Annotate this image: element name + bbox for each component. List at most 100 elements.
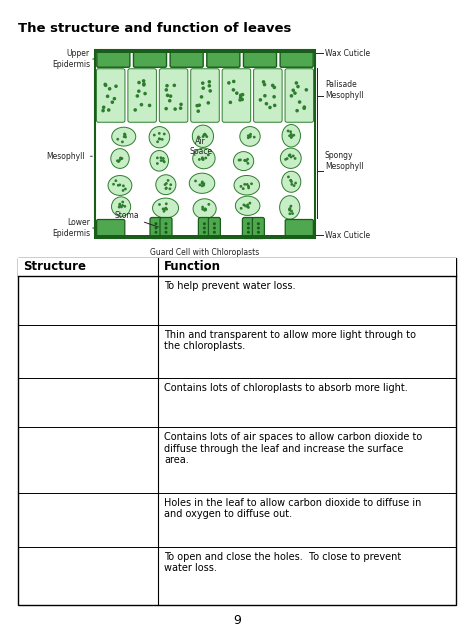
- Circle shape: [232, 88, 235, 92]
- FancyBboxPatch shape: [280, 51, 313, 67]
- Circle shape: [294, 181, 297, 185]
- Ellipse shape: [112, 127, 136, 146]
- Circle shape: [201, 157, 204, 159]
- Circle shape: [103, 83, 107, 86]
- Circle shape: [253, 136, 255, 138]
- Circle shape: [290, 180, 293, 183]
- Circle shape: [240, 98, 244, 101]
- Circle shape: [160, 159, 163, 162]
- Circle shape: [164, 226, 167, 229]
- FancyBboxPatch shape: [254, 69, 282, 122]
- Circle shape: [240, 207, 243, 210]
- Circle shape: [201, 87, 205, 90]
- Circle shape: [271, 83, 274, 87]
- Circle shape: [245, 159, 248, 162]
- Circle shape: [264, 102, 268, 106]
- Ellipse shape: [240, 126, 260, 146]
- Circle shape: [268, 106, 272, 109]
- Ellipse shape: [282, 171, 301, 192]
- Circle shape: [198, 104, 201, 107]
- Circle shape: [163, 161, 165, 163]
- FancyBboxPatch shape: [207, 51, 240, 67]
- Circle shape: [257, 231, 260, 234]
- Circle shape: [118, 204, 121, 207]
- Circle shape: [124, 135, 126, 137]
- Circle shape: [201, 208, 204, 210]
- Circle shape: [119, 157, 122, 160]
- Circle shape: [158, 138, 161, 140]
- Circle shape: [194, 179, 197, 183]
- Circle shape: [123, 133, 126, 135]
- FancyBboxPatch shape: [160, 217, 172, 238]
- Circle shape: [165, 208, 168, 210]
- Circle shape: [257, 226, 260, 229]
- Circle shape: [290, 94, 293, 98]
- Bar: [95, 235, 315, 238]
- Circle shape: [247, 226, 250, 229]
- Circle shape: [133, 108, 137, 112]
- Circle shape: [136, 94, 139, 98]
- Circle shape: [118, 159, 121, 162]
- Circle shape: [239, 185, 242, 188]
- Circle shape: [155, 226, 157, 229]
- Circle shape: [204, 157, 207, 159]
- Circle shape: [208, 203, 210, 206]
- FancyBboxPatch shape: [285, 219, 313, 236]
- Text: Mesophyll: Mesophyll: [46, 152, 92, 161]
- Ellipse shape: [280, 196, 300, 219]
- Circle shape: [195, 104, 199, 107]
- FancyBboxPatch shape: [128, 69, 156, 122]
- Circle shape: [291, 135, 293, 138]
- Circle shape: [294, 157, 297, 160]
- Circle shape: [204, 208, 207, 210]
- Circle shape: [169, 94, 173, 98]
- Text: Contains lots of chloroplasts to absorb more light.: Contains lots of chloroplasts to absorb …: [164, 384, 408, 393]
- Circle shape: [248, 135, 251, 137]
- Circle shape: [244, 159, 246, 162]
- Circle shape: [284, 158, 287, 161]
- Circle shape: [122, 189, 125, 192]
- Circle shape: [153, 134, 155, 137]
- Circle shape: [290, 133, 292, 136]
- Circle shape: [263, 83, 266, 87]
- Bar: [18, 258, 456, 605]
- Circle shape: [148, 104, 151, 107]
- Circle shape: [114, 179, 117, 182]
- Circle shape: [124, 136, 127, 138]
- Circle shape: [228, 100, 232, 104]
- Circle shape: [165, 182, 168, 185]
- Text: Function: Function: [164, 260, 221, 274]
- Circle shape: [293, 92, 297, 95]
- Circle shape: [207, 101, 210, 105]
- Circle shape: [239, 159, 242, 161]
- Circle shape: [247, 186, 250, 190]
- Circle shape: [116, 138, 119, 140]
- Circle shape: [110, 100, 114, 104]
- Circle shape: [101, 109, 105, 112]
- Circle shape: [248, 202, 251, 205]
- Circle shape: [140, 103, 143, 106]
- Circle shape: [121, 140, 124, 143]
- Circle shape: [290, 205, 292, 207]
- Circle shape: [155, 222, 157, 225]
- Text: Palisade
Mesophyll: Palisade Mesophyll: [325, 80, 364, 100]
- Circle shape: [304, 88, 308, 92]
- Circle shape: [235, 92, 238, 95]
- FancyBboxPatch shape: [252, 217, 264, 238]
- Circle shape: [249, 133, 252, 136]
- Circle shape: [246, 183, 249, 186]
- Circle shape: [203, 133, 206, 135]
- Circle shape: [112, 183, 115, 186]
- Circle shape: [227, 81, 231, 85]
- Circle shape: [302, 106, 306, 109]
- Circle shape: [259, 98, 262, 102]
- Circle shape: [288, 154, 291, 157]
- Circle shape: [107, 108, 110, 112]
- Circle shape: [273, 104, 276, 107]
- Circle shape: [247, 206, 250, 209]
- Circle shape: [292, 184, 295, 187]
- Circle shape: [137, 89, 141, 93]
- Circle shape: [298, 100, 301, 104]
- Circle shape: [239, 94, 243, 97]
- Circle shape: [213, 226, 216, 229]
